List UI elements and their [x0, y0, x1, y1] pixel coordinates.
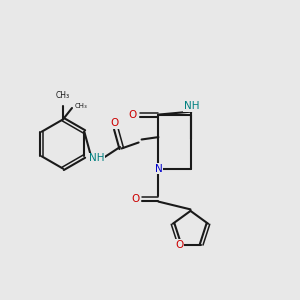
Text: O: O	[111, 118, 119, 128]
Text: NH: NH	[184, 101, 199, 111]
Text: O: O	[131, 194, 140, 204]
Text: CH₃: CH₃	[56, 92, 70, 100]
Text: O: O	[176, 239, 184, 250]
Text: N: N	[154, 164, 162, 174]
Text: NH: NH	[89, 153, 104, 164]
Text: CH₃: CH₃	[75, 103, 88, 109]
Text: O: O	[129, 110, 137, 120]
